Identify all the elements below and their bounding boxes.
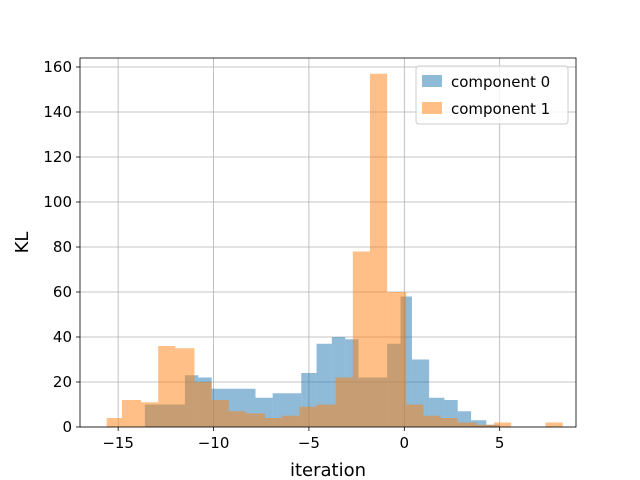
x-axis-label: iteration (290, 460, 366, 480)
histogram-bar (299, 406, 317, 427)
legend-swatch (422, 102, 442, 114)
histogram-bar (457, 422, 477, 427)
y-tick-label: 140 (43, 103, 72, 121)
histogram-bar (545, 422, 563, 427)
histogram-bar (265, 418, 283, 427)
histogram-bar (158, 346, 176, 427)
histogram-bar (335, 377, 353, 427)
x-tick-label: −10 (198, 434, 230, 452)
y-tick-label: 80 (53, 238, 72, 256)
x-axis-ticks: −15 −10 −5 0 5 (102, 427, 504, 452)
histogram-bar (282, 415, 300, 427)
histogram-bar (228, 411, 246, 427)
histogram-bar (106, 418, 122, 427)
x-tick-label: 5 (495, 434, 505, 452)
y-tick-label: 20 (53, 373, 72, 391)
y-tick-label: 100 (43, 193, 72, 211)
y-tick-label: 60 (53, 283, 72, 301)
histogram-bar (493, 422, 512, 427)
x-tick-label: 0 (400, 434, 410, 452)
histogram-bar (471, 420, 487, 427)
y-tick-label: 40 (53, 328, 72, 346)
histogram-bar (245, 413, 266, 427)
histogram-bar (387, 292, 407, 427)
histogram-bar (141, 402, 159, 427)
histogram-bar (369, 73, 388, 427)
histogram-bar (406, 404, 424, 427)
histogram-bar (175, 348, 195, 427)
histogram-bar (423, 415, 441, 427)
histogram-bar (316, 404, 336, 427)
y-tick-label: 0 (62, 418, 72, 436)
legend: component 0 component 1 (415, 65, 569, 125)
histogram-bar (352, 251, 370, 427)
legend-entry-label: component 1 (451, 100, 550, 118)
histogram-bar (440, 418, 458, 427)
legend-box (415, 65, 569, 125)
y-axis-label: KL (12, 232, 33, 254)
histogram-bar (194, 382, 212, 427)
x-tick-label: −15 (102, 434, 134, 452)
x-tick-label: −5 (298, 434, 320, 452)
y-tick-label: 120 (43, 148, 72, 166)
legend-swatch (422, 75, 442, 87)
legend-entry-label: component 0 (451, 73, 550, 91)
plot-frame (79, 57, 577, 428)
histogram-bar (476, 424, 494, 427)
histogram-bar (121, 400, 142, 427)
y-axis-ticks: 0 20 40 60 80 100 120 140 160 (43, 58, 80, 436)
series-component-1-bars (106, 73, 563, 427)
histogram-bar (211, 400, 229, 427)
y-tick-label: 160 (43, 58, 72, 76)
